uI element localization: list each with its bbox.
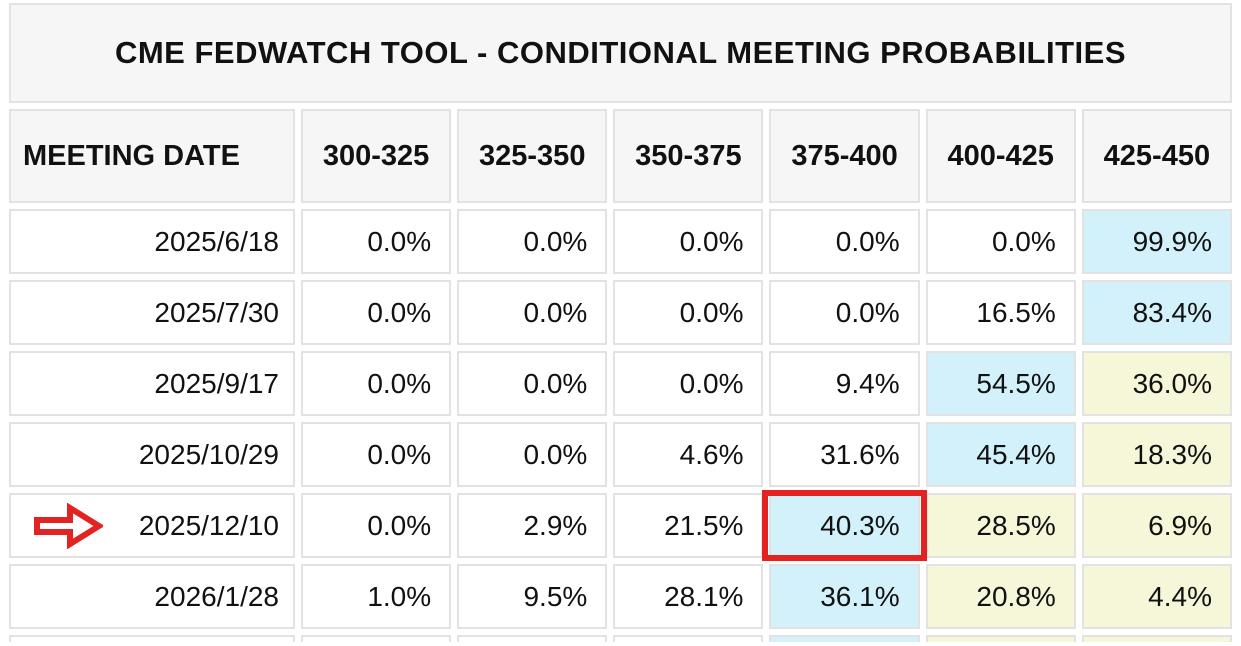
probability-cell: 36.0% <box>1081 351 1232 416</box>
probability-cell: 0.0% <box>457 422 608 487</box>
probability-cell: 40.3% <box>762 490 927 561</box>
table-row: 2025/9/17 0.0% 0.0% 0.0% 9.4% 54.5% 36.0% <box>9 351 1232 416</box>
cutoff-row-cell <box>457 635 608 642</box>
title-row: CME FEDWATCH TOOL - CONDITIONAL MEETING … <box>9 3 1232 103</box>
probability-cell: 9.4% <box>769 351 920 416</box>
probability-cell: 9.5% <box>457 564 608 629</box>
probability-cell: 0.0% <box>769 209 920 274</box>
probability-cell: 54.5% <box>925 351 1076 416</box>
cutoff-table-row <box>9 635 1232 642</box>
probability-cell: 0.0% <box>457 209 608 274</box>
probability-cell: 1.0% <box>301 564 452 629</box>
probability-cell: 28.1% <box>613 564 764 629</box>
meeting-date-label: 2025/7/30 <box>154 296 279 328</box>
probability-cell: 4.6% <box>613 422 764 487</box>
probability-cell: 2.9% <box>457 493 608 558</box>
column-header-400-425: 400-425 <box>925 109 1076 203</box>
page-title: CME FEDWATCH TOOL - CONDITIONAL MEETING … <box>9 3 1232 103</box>
meeting-date-label: 2025/6/18 <box>154 225 279 257</box>
cutoff-row-cell <box>925 635 1076 642</box>
column-header-300-325: 300-325 <box>301 109 452 203</box>
probability-cell: 0.0% <box>613 351 764 416</box>
probability-cell: 0.0% <box>301 280 452 345</box>
probability-cell: 83.4% <box>1081 280 1232 345</box>
table-row: 2025/12/10 0.0% 2.9% 21.5% 40.3% 28.5% 6.9% <box>9 490 1232 561</box>
probability-cell: 16.5% <box>925 280 1076 345</box>
probability-cell: 0.0% <box>613 280 764 345</box>
probability-cell: 45.4% <box>925 422 1076 487</box>
probability-cell: 0.0% <box>301 493 452 558</box>
fedwatch-probabilities-table: CME FEDWATCH TOOL - CONDITIONAL MEETING … <box>3 0 1238 646</box>
probability-cell: 0.0% <box>301 351 452 416</box>
meeting-date-cell: 2025/12/10 <box>9 493 295 558</box>
probability-cell: 20.8% <box>925 564 1076 629</box>
red-highlight-box <box>762 490 927 561</box>
table-row: 2025/10/29 0.0% 0.0% 4.6% 31.6% 45.4% 18.3% <box>9 422 1232 487</box>
red-right-arrow-icon <box>34 502 103 549</box>
meeting-date-cell: 2025/7/30 <box>9 280 295 345</box>
probability-cell: 36.1% <box>769 564 920 629</box>
meeting-date-cell: 2025/10/29 <box>9 422 295 487</box>
probability-cell: 18.3% <box>1081 422 1232 487</box>
meeting-date-label: 2026/1/28 <box>154 580 279 612</box>
cutoff-row-cell <box>301 635 452 642</box>
probability-cell: 0.0% <box>457 351 608 416</box>
probability-cell: 4.4% <box>1081 564 1232 629</box>
column-header-row: MEETING DATE 300-325 325-350 350-375 375-400… <box>9 109 1232 203</box>
meeting-date-label: 2025/9/17 <box>154 367 279 399</box>
cutoff-row-cell <box>769 635 920 642</box>
probability-cell: 0.0% <box>769 280 920 345</box>
cutoff-row-cell <box>9 635 295 642</box>
probability-cell: 28.5% <box>925 493 1076 558</box>
column-header-meeting-date: MEETING DATE <box>9 109 295 203</box>
meeting-date-cell: 2025/9/17 <box>9 351 295 416</box>
probability-cell: 31.6% <box>769 422 920 487</box>
cutoff-row-cell <box>613 635 764 642</box>
probability-cell: 0.0% <box>613 209 764 274</box>
probability-cell: 99.9% <box>1081 209 1232 274</box>
column-header-350-375: 350-375 <box>613 109 764 203</box>
probability-cell: 6.9% <box>1081 493 1232 558</box>
cutoff-row-cell <box>1081 635 1232 642</box>
meeting-date-cell: 2026/1/28 <box>9 564 295 629</box>
column-header-425-450: 425-450 <box>1081 109 1232 203</box>
table-row: 2025/6/18 0.0% 0.0% 0.0% 0.0% 0.0% 99.9% <box>9 209 1232 274</box>
probability-cell: 0.0% <box>457 280 608 345</box>
meeting-date-cell: 2025/6/18 <box>9 209 295 274</box>
probability-cell: 0.0% <box>925 209 1076 274</box>
column-header-325-350: 325-350 <box>457 109 608 203</box>
probability-cell: 0.0% <box>301 422 452 487</box>
probability-cell: 0.0% <box>301 209 452 274</box>
meeting-date-label: 2025/12/10 <box>138 509 279 541</box>
meeting-date-label: 2025/10/29 <box>138 438 279 470</box>
column-header-375-400: 375-400 <box>769 109 920 203</box>
table-row: 2026/1/28 1.0% 9.5% 28.1% 36.1% 20.8% 4.4% <box>9 564 1232 629</box>
probability-cell: 21.5% <box>613 493 764 558</box>
table-row: 2025/7/30 0.0% 0.0% 0.0% 0.0% 16.5% 83.4% <box>9 280 1232 345</box>
